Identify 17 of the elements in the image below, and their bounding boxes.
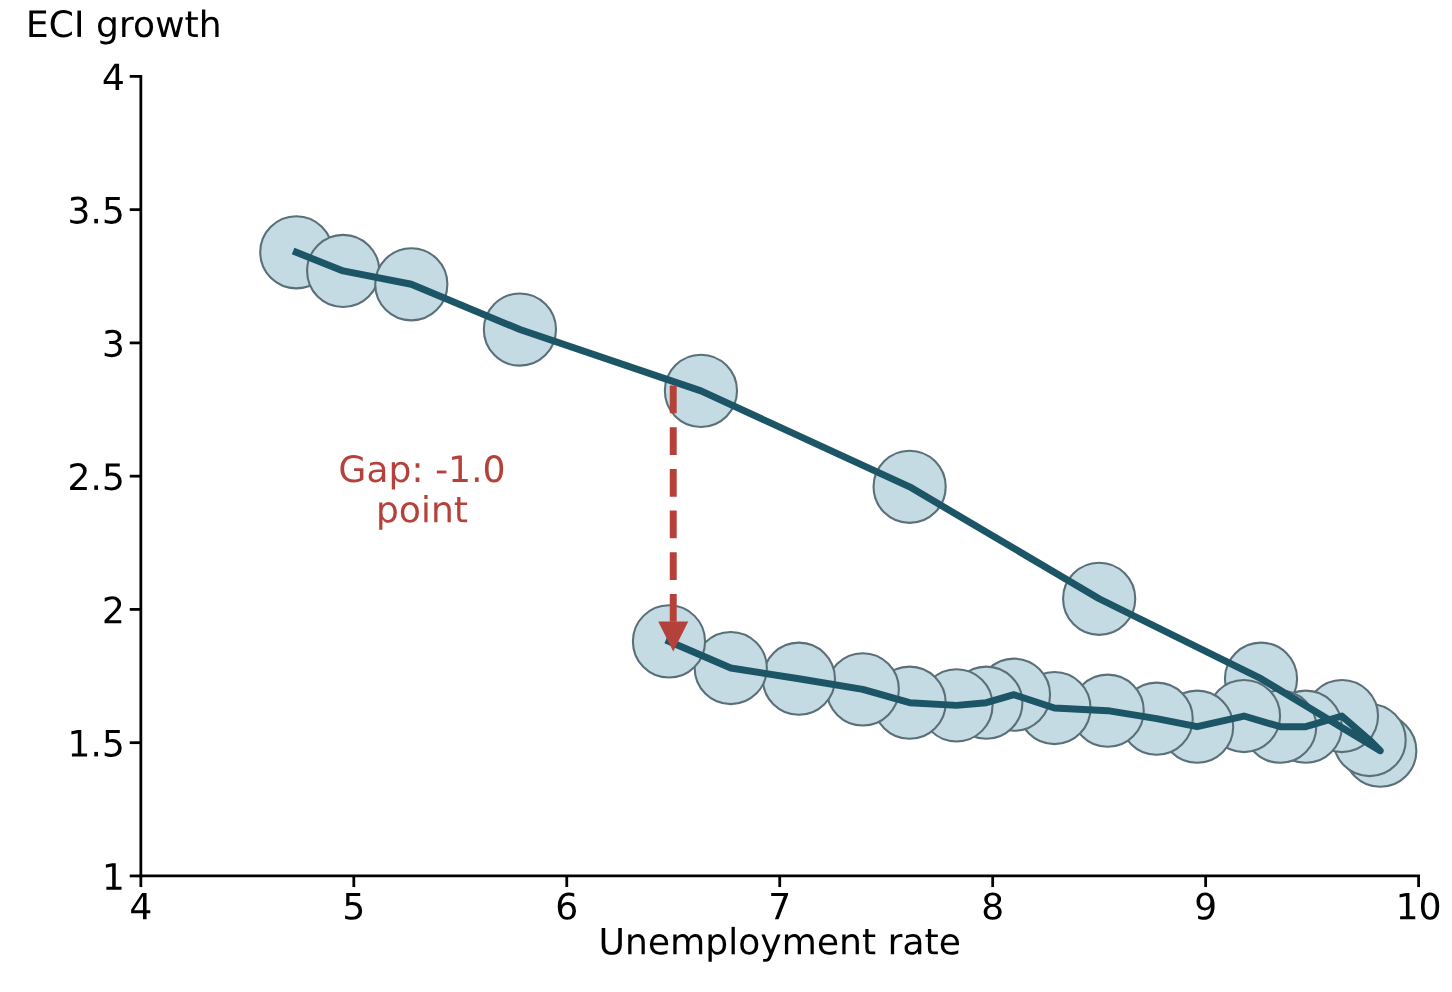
x-tick-label: 4 <box>131 893 151 920</box>
y-tick-label: 3 <box>104 329 122 358</box>
y-tick-label: 2.5 <box>70 463 122 491</box>
y-tick-label: 4 <box>103 63 123 91</box>
x-tick-label: 9 <box>1196 892 1215 920</box>
x-tick-label: 5 <box>345 893 363 920</box>
x-tick-label: 8 <box>983 892 1002 920</box>
annotation: Gap: -1.0 point <box>340 455 504 530</box>
x-tick-label: 7 <box>771 893 789 920</box>
y-axis-title: ECI growth <box>29 9 219 45</box>
y-tick-label: 1 <box>105 863 122 890</box>
y-tick-label: 2 <box>104 596 122 624</box>
x-tick-label: 6 <box>557 892 576 920</box>
y-tick-label: 1.5 <box>71 730 122 757</box>
x-axis-title: Unemployment rate <box>601 926 959 962</box>
y-tick-label: 3.5 <box>70 196 122 224</box>
x-tick-label: 10 <box>1399 892 1440 920</box>
